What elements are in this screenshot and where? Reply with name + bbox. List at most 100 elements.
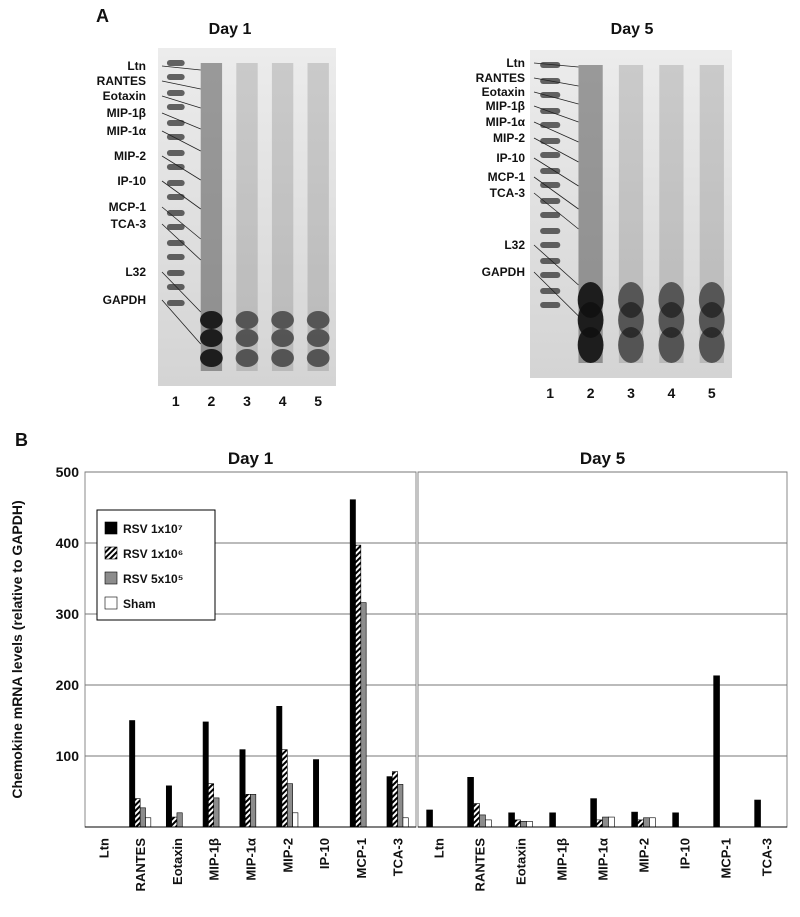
y-axis-label: Chemokine mRNA levels (relative to GAPDH… bbox=[9, 500, 25, 798]
gel-band bbox=[540, 168, 561, 174]
bar bbox=[286, 783, 293, 828]
bar bbox=[244, 794, 251, 828]
bar bbox=[313, 759, 320, 828]
gel-band bbox=[166, 120, 185, 126]
y-tick-label: 300 bbox=[56, 606, 80, 622]
gel-band bbox=[166, 300, 185, 306]
gel-band bbox=[200, 329, 223, 347]
band-label: MCP-1 bbox=[109, 200, 147, 214]
band-pointer bbox=[161, 180, 201, 210]
bar bbox=[386, 776, 393, 828]
gel-band bbox=[271, 329, 294, 347]
gel-smear bbox=[271, 63, 294, 371]
x-tick-label: Eotaxin bbox=[514, 838, 529, 885]
lane-number: 5 bbox=[314, 393, 322, 409]
legend-label: RSV 1x10⁷ bbox=[123, 522, 183, 536]
lane-number: 5 bbox=[708, 385, 716, 401]
band-label: Eotaxin bbox=[103, 89, 146, 103]
lane-number: 2 bbox=[208, 393, 216, 409]
gel-band bbox=[166, 254, 185, 260]
lane-number: 3 bbox=[627, 385, 635, 401]
x-tick-label: MIP-2 bbox=[637, 838, 652, 873]
gel-band bbox=[166, 104, 185, 110]
gel-band bbox=[540, 258, 561, 264]
band-label: MIP-2 bbox=[493, 131, 525, 145]
bar bbox=[402, 817, 409, 828]
x-tick-label: MCP-1 bbox=[354, 838, 369, 878]
band-label: MIP-2 bbox=[114, 149, 146, 163]
band-pointer bbox=[533, 91, 579, 105]
bar bbox=[485, 819, 492, 828]
bar bbox=[631, 811, 638, 828]
bar bbox=[202, 721, 209, 828]
band-label: RANTES bbox=[476, 71, 525, 85]
gel-band bbox=[306, 349, 330, 367]
gel-band bbox=[540, 212, 561, 218]
plot-frame bbox=[417, 471, 788, 828]
bar bbox=[355, 544, 362, 828]
gel-title: Day 1 bbox=[209, 21, 252, 38]
gel-band bbox=[306, 329, 330, 347]
gel-title: Day 5 bbox=[611, 21, 654, 38]
x-tick-label: MIP-1α bbox=[596, 838, 611, 881]
gel-band bbox=[200, 311, 223, 329]
x-tick-label: Ltn bbox=[96, 838, 111, 858]
gel-band bbox=[540, 92, 561, 98]
x-tick-label: RANTES bbox=[473, 838, 488, 892]
bar bbox=[292, 812, 299, 828]
legend-swatch bbox=[104, 521, 118, 535]
band-label: GAPDH bbox=[103, 293, 146, 307]
gel-band bbox=[540, 198, 561, 204]
band-pointer bbox=[161, 271, 202, 313]
lane-number: 1 bbox=[546, 385, 554, 401]
bar bbox=[590, 798, 597, 828]
x-tick-label: MIP-1β bbox=[207, 838, 222, 881]
band-pointer bbox=[533, 192, 579, 230]
band-pointer bbox=[161, 130, 201, 152]
bar bbox=[520, 821, 527, 828]
bar bbox=[239, 749, 246, 828]
y-tick-label: 500 bbox=[56, 464, 80, 480]
lane-number: 4 bbox=[279, 393, 287, 409]
x-tick-label: MIP-1β bbox=[555, 838, 570, 881]
band-pointer bbox=[533, 105, 579, 123]
bar bbox=[176, 812, 183, 828]
bar bbox=[637, 819, 644, 828]
y-tick-label: 200 bbox=[56, 677, 80, 693]
x-tick-label: TCA-3 bbox=[760, 838, 775, 876]
x-tick-label: TCA-3 bbox=[391, 838, 406, 876]
x-tick-label: MCP-1 bbox=[719, 838, 734, 878]
gel-band bbox=[698, 327, 725, 363]
bar bbox=[134, 798, 141, 828]
gel-band bbox=[166, 194, 185, 200]
bar bbox=[713, 675, 720, 828]
band-pointer bbox=[161, 206, 201, 240]
band-label: GAPDH bbox=[482, 265, 525, 279]
band-pointer bbox=[161, 65, 201, 71]
gel-band bbox=[166, 90, 185, 96]
band-pointer bbox=[533, 176, 579, 210]
panel-label: A bbox=[96, 6, 109, 26]
gel-band bbox=[166, 164, 185, 170]
bar bbox=[129, 720, 136, 828]
gel-band bbox=[166, 74, 185, 80]
gel-band bbox=[698, 302, 725, 338]
gel-band bbox=[166, 150, 185, 156]
band-label: RANTES bbox=[97, 74, 146, 88]
gel-band bbox=[271, 349, 294, 367]
legend-swatch bbox=[104, 546, 118, 560]
gel-band bbox=[540, 272, 561, 278]
band-label: IP-10 bbox=[117, 174, 146, 188]
band-pointer bbox=[161, 155, 201, 181]
gel-smear bbox=[200, 63, 223, 371]
band-pointer bbox=[161, 223, 201, 261]
gel-band bbox=[166, 284, 185, 290]
band-pointer bbox=[161, 80, 201, 90]
x-tick-label: MIP-1α bbox=[244, 838, 259, 881]
bar bbox=[672, 812, 679, 828]
gel-band bbox=[540, 152, 561, 158]
gel-smear bbox=[307, 63, 329, 371]
x-tick-label: MIP-2 bbox=[280, 838, 295, 873]
chart-title: Day 5 bbox=[580, 449, 625, 468]
